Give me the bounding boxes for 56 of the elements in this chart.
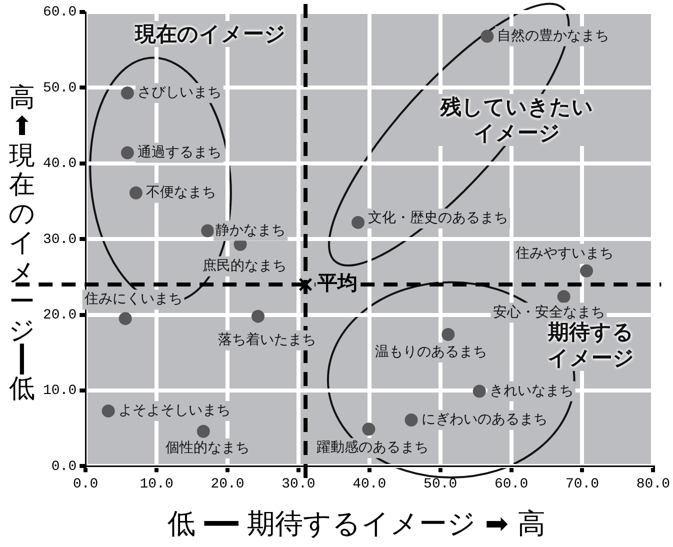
annotation: 文化・歴史のあるまち	[368, 210, 508, 226]
annotation: 残していきたいイメージ	[436, 94, 598, 146]
annotation: 温もりのあるまち	[375, 344, 488, 360]
annotation: 住みやすいまち	[514, 246, 614, 262]
annotation: 不便なまち	[146, 184, 216, 201]
annotation: 躍動感のあるまち	[316, 440, 429, 456]
y-tick-label: 10.0	[42, 383, 77, 400]
point	[120, 146, 134, 160]
point	[298, 278, 312, 292]
annotation: 落ち着いたまち	[218, 332, 316, 348]
point	[196, 424, 210, 438]
annotation: きれいなまち	[489, 382, 574, 399]
annotation: 期待するイメージ	[544, 318, 637, 372]
point	[442, 328, 455, 341]
text: 高⬆現在のイメージ┃低	[8, 82, 36, 404]
y-tick-label: 60.0	[42, 4, 77, 21]
annotation: さびしいまち	[137, 84, 222, 101]
point	[480, 30, 494, 43]
x-tick-label: 40.0	[352, 476, 386, 492]
point	[557, 290, 570, 304]
y-tick-label: 30.0	[42, 232, 77, 248]
x-tick-label: 10.0	[140, 476, 174, 492]
annotation: 静かなまち	[216, 222, 286, 238]
y-tick-label: 20.0	[42, 308, 77, 324]
annotation: 個性的なまち	[165, 440, 250, 456]
y-tick-label: 40.0	[42, 156, 77, 172]
x-tick-label: 20.0	[210, 476, 244, 492]
point	[472, 384, 486, 398]
point	[404, 414, 418, 427]
x-tick-label: 30.0	[282, 476, 316, 492]
point	[201, 224, 214, 238]
y-tick-label: 0.0	[51, 458, 77, 475]
annotation: にぎわいのあるまち	[421, 412, 548, 428]
annotation: よそよそしいまち	[118, 402, 230, 419]
x-tick-label: 0.0	[72, 476, 98, 492]
point	[252, 310, 265, 323]
x-tick-label: 80.0	[636, 476, 670, 492]
annotation: 安心・安全なまち	[492, 304, 605, 320]
point	[118, 312, 132, 326]
x-tick-label: 70.0	[565, 476, 600, 492]
point	[102, 404, 115, 418]
x-tick-label: 60.0	[494, 476, 528, 492]
point	[362, 422, 376, 436]
x-tick-label: 50.0	[424, 476, 458, 492]
point	[580, 264, 594, 278]
point	[352, 216, 365, 229]
annotation: 通過するまち	[137, 144, 222, 160]
y-tick-label: 50.0	[42, 80, 77, 96]
annotation: 現在のイメージ	[130, 21, 290, 48]
annotation: 自然の豊かなまち	[497, 28, 610, 44]
point	[120, 86, 134, 100]
ref-line-label: 平均	[316, 270, 358, 295]
x-axis-title: 低 ━━ 期待するイメージ ➡ 高	[166, 506, 546, 542]
annotation: 庶民的なまち	[202, 258, 286, 274]
annotation: 住みにくいまち	[83, 291, 182, 308]
point	[129, 186, 142, 200]
